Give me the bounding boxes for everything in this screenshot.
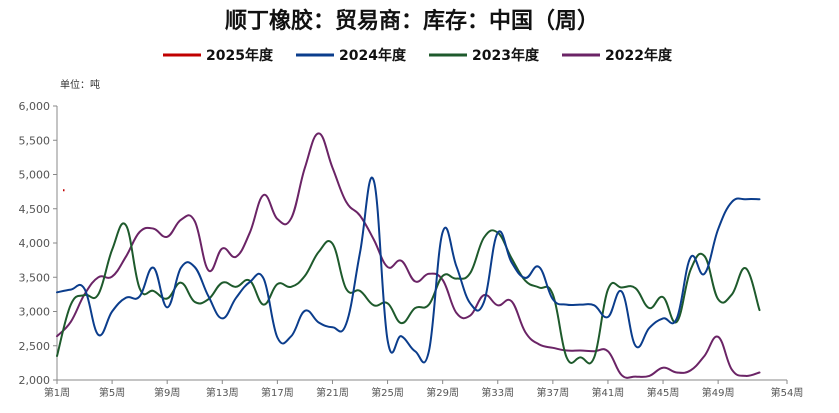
x-tick-label: 第5周	[99, 386, 125, 399]
x-tick-label: 第49周	[702, 386, 735, 399]
legend-label-2023: 2023年度	[472, 47, 540, 64]
axes	[56, 106, 787, 381]
x-ticks: 第1周 第5周 第9周 第13周 第17周 第21周 第25周 第29周 第33周 第37周 第41…	[44, 380, 804, 399]
x-tick-label: 第9周	[154, 386, 180, 399]
x-tick-label: 第41周	[592, 386, 625, 399]
x-tick-label: 第54周	[771, 386, 804, 399]
x-tick-label: 第45周	[647, 386, 680, 399]
x-tick-label: 第21周	[316, 386, 349, 399]
y-tick-label: 5,000	[19, 169, 51, 182]
y-tick-label: 2,000	[19, 374, 51, 387]
series-2024-line	[56, 176, 761, 364]
y-tick-label: 3,500	[19, 271, 51, 284]
x-tick-label: 第13周	[206, 386, 239, 399]
chart-title: 顺丁橡胶：贸易商：库存：中国（周）	[225, 8, 599, 34]
legend-label-2025: 2025年度	[206, 47, 274, 64]
unit-label: 单位：吨	[60, 78, 100, 91]
x-tick-label: 第37周	[536, 386, 569, 399]
y-tick-label: 2,500	[19, 340, 51, 353]
x-tick-label: 第1周	[44, 386, 70, 399]
legend-label-2024: 2024年度	[339, 47, 407, 64]
y-tick-label: 5,500	[19, 134, 51, 147]
y-ticks: 2,000 2,500 3,000 3,500 4,000 4,500 5,000 5,500…	[19, 100, 57, 387]
y-tick-label: 6,000	[19, 100, 51, 113]
x-tick-label: 第29周	[426, 386, 459, 399]
series-group	[56, 132, 761, 379]
x-tick-label: 第25周	[371, 386, 404, 399]
series-2025-point	[63, 189, 65, 192]
legend-label-2022: 2022年度	[605, 47, 673, 64]
legend: 2025年度 2024年度 2023年度 2022年度	[163, 47, 673, 64]
y-tick-label: 4,500	[19, 203, 51, 216]
y-tick-label: 3,000	[19, 306, 51, 319]
x-tick-label: 第17周	[261, 386, 294, 399]
x-tick-label: 第33周	[481, 386, 514, 399]
y-tick-label: 4,000	[19, 237, 51, 250]
series-2022-line	[56, 132, 761, 379]
